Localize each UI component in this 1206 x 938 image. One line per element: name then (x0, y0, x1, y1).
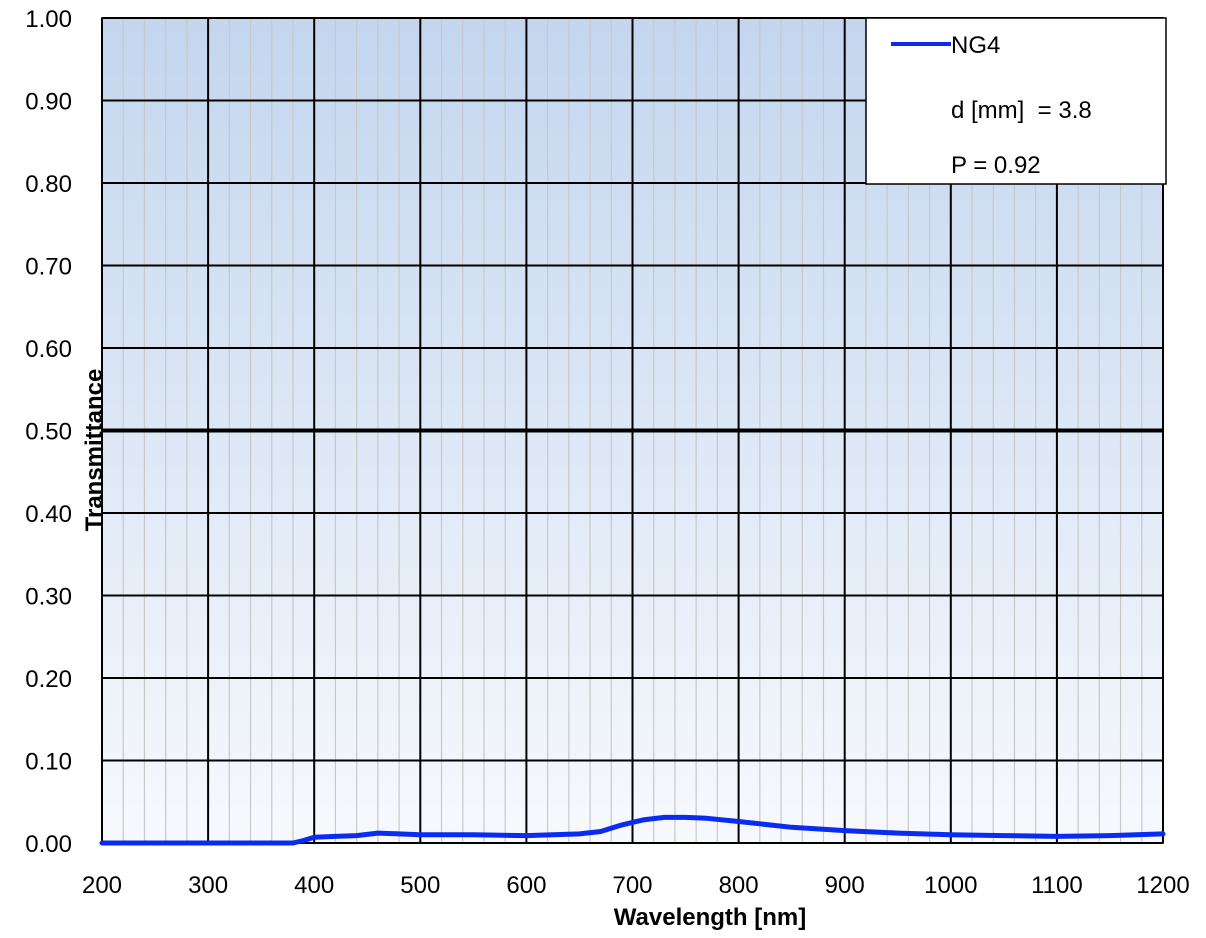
x-tick-label: 200 (82, 872, 122, 899)
x-tick-labels: 200 300 400 500 600 700 800 900 1000 1100 1200 (82, 872, 1190, 899)
x-tick-label: 800 (719, 872, 759, 899)
y-tick-label: 0.10 (25, 749, 72, 776)
y-tick-label: 0.50 (25, 419, 72, 446)
x-tick-label: 300 (188, 872, 228, 899)
x-tick-label: 600 (506, 872, 546, 899)
x-tick-label: 500 (400, 872, 440, 899)
plot-frame (101, 17, 1164, 844)
x-tick-label: 700 (612, 872, 652, 899)
y-tick-label: 0.90 (25, 89, 72, 116)
y-tick-label: 1.00 (25, 6, 72, 33)
y-tick-label: 0.00 (25, 831, 72, 858)
legend-entry-series: NG4 (951, 32, 1000, 59)
y-tick-label: 0.40 (25, 501, 72, 528)
legend-entry-p: P = 0.92 (951, 152, 1041, 179)
x-tick-label: 1000 (924, 872, 977, 899)
x-axis-title: Wavelength [nm] (614, 904, 806, 931)
y-axis-title: Transmittance (81, 369, 108, 532)
x-tick-label: 900 (825, 872, 865, 899)
y-tick-label: 0.20 (25, 666, 72, 693)
series-line-ng4 (99, 814, 1166, 846)
legend: NG4 d [mm] = 3.8 P = 0.92 (865, 17, 1167, 185)
x-tick-label: 400 (294, 872, 334, 899)
y-tick-label: 0.70 (25, 254, 72, 281)
x-tick-label: 1100 (1031, 872, 1083, 899)
legend-entry-thickness: d [mm] = 3.8 (951, 97, 1092, 124)
y-tick-label: 0.80 (25, 171, 72, 198)
y-tick-label: 0.30 (25, 584, 72, 611)
x-tick-label: 1200 (1136, 872, 1189, 899)
y-tick-label: 0.60 (25, 336, 72, 363)
series-layer (99, 814, 1166, 846)
y-tick-labels: 0.00 0.10 0.20 0.30 0.40 0.50 0.60 0.70 0.80 0.90… (25, 6, 72, 858)
